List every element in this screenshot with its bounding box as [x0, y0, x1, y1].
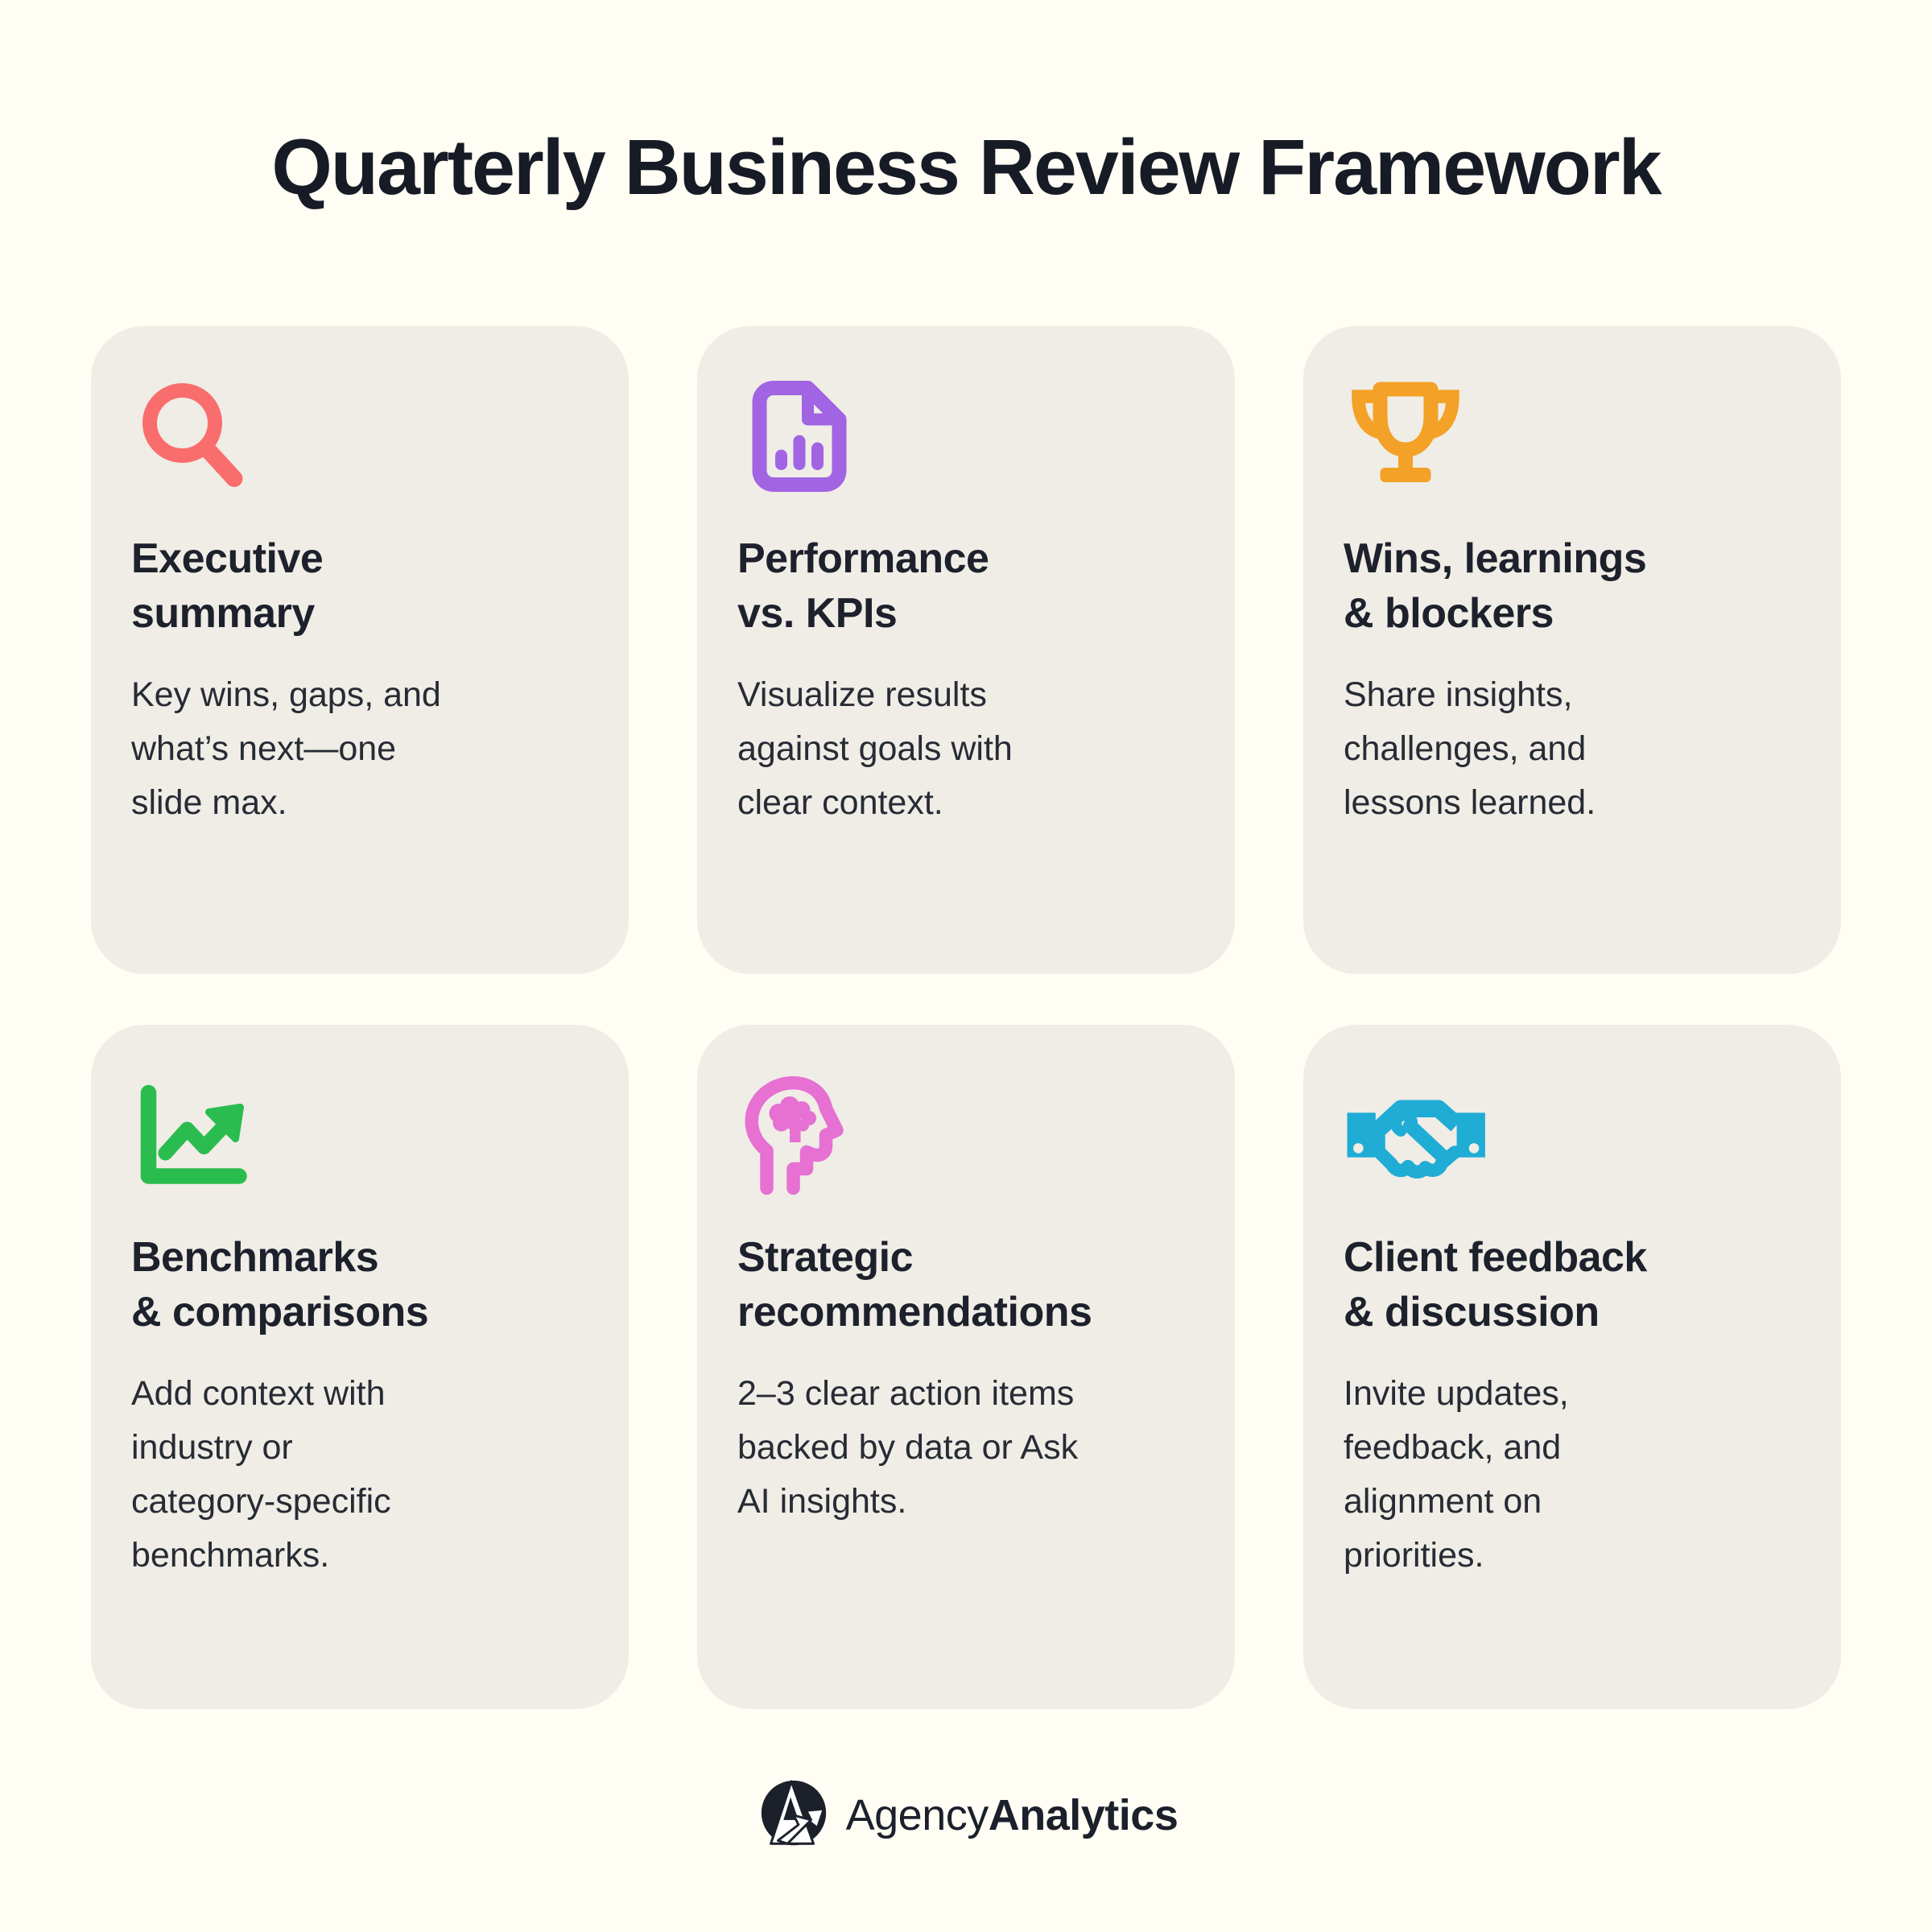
card-description: Share insights, challenges, and lessons …: [1344, 675, 1596, 823]
brand-bold: Analytics: [988, 1791, 1179, 1839]
card-description: Add context with industry or category-sp…: [131, 1374, 391, 1575]
card-title: Strategic recommendations: [737, 1234, 1092, 1335]
card-wins-learnings-blockers: Wins, learnings & blockers Share insight…: [1303, 326, 1841, 974]
page-title: Quarterly Business Review Framework: [271, 123, 1662, 211]
card-description: 2–3 clear action items backed by data or…: [737, 1374, 1079, 1521]
card-title: Wins, learnings & blockers: [1344, 535, 1647, 637]
card-executive-summary: Executive summary Key wins, gaps, and wh…: [91, 326, 629, 974]
cards-grid: Executive summary Key wins, gaps, and wh…: [91, 326, 1841, 1709]
line-chart-up-icon: [133, 1075, 590, 1195]
card-description: Visualize results against goals with cle…: [737, 675, 1013, 823]
brand-name: AgencyAnalytics: [846, 1790, 1179, 1840]
card-description: Key wins, gaps, and what’s next—one slid…: [131, 675, 441, 823]
card-client-feedback-discussion: Client feedback & discussion Invite upda…: [1303, 1025, 1841, 1709]
magnifier-icon: [133, 376, 590, 497]
card-title: Benchmarks & comparisons: [131, 1234, 429, 1335]
trophy-icon: [1345, 376, 1802, 497]
card-title: Executive summary: [131, 535, 324, 637]
card-title: Performance vs. KPIs: [737, 535, 989, 637]
card-strategic-recommendations: Strategic recommendations 2–3 clear acti…: [697, 1025, 1235, 1709]
card-description: Invite updates, feedback, and alignment …: [1344, 1374, 1569, 1575]
card-title: Client feedback & discussion: [1344, 1234, 1647, 1335]
handshake-icon: [1345, 1075, 1802, 1195]
card-performance-vs-kpis: Performance vs. KPIs Visualize results a…: [697, 326, 1235, 974]
footer-brand: AgencyAnalytics: [0, 1776, 1932, 1855]
document-bar-chart-icon: [739, 376, 1196, 497]
card-benchmarks-comparisons: Benchmarks & comparisons Add context wit…: [91, 1025, 629, 1709]
head-brain-icon: [739, 1075, 1196, 1195]
agencyanalytics-logo-icon: [754, 1776, 833, 1855]
brand-regular: Agency: [845, 1791, 989, 1839]
